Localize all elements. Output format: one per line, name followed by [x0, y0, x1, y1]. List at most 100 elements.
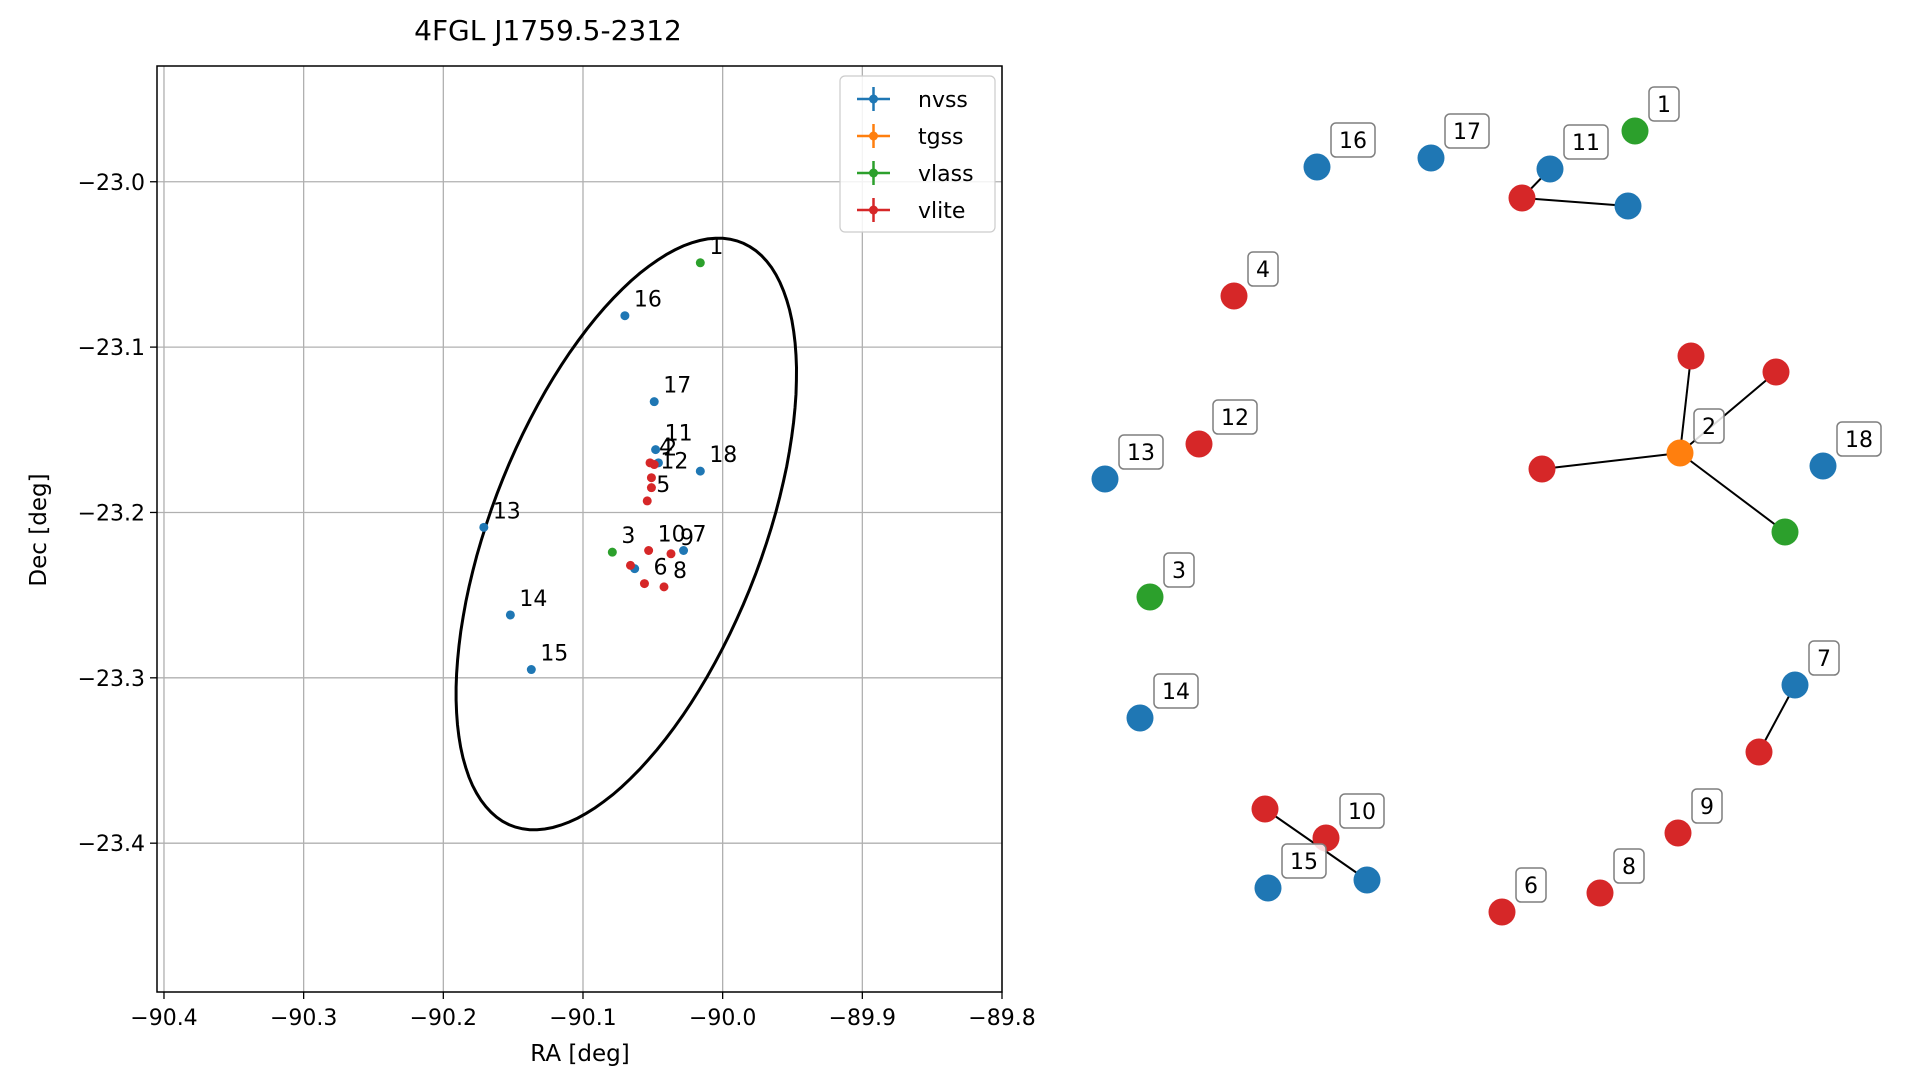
legend-marker-dot: [869, 131, 878, 141]
x-axis-title: RA [deg]: [530, 1041, 629, 1067]
scatter-plot: 4FGL J1759.5-2312 1617111813714151342125…: [26, 14, 1036, 1067]
node-label-text: 14: [1162, 680, 1190, 705]
graph-node-label: 15: [1281, 843, 1327, 879]
point-label: 7: [693, 522, 707, 547]
x-tick-label: −89.9: [829, 1006, 896, 1031]
legend-label: nvss: [918, 88, 968, 113]
graph-node: [1488, 898, 1516, 926]
graph-node: [1254, 874, 1282, 902]
graph-node: [1621, 117, 1649, 145]
node-label-box: [1330, 122, 1376, 158]
graph-node: [1614, 192, 1642, 220]
node-label-text: 10: [1348, 800, 1376, 825]
graph-node-label: 11: [1563, 124, 1609, 160]
vlite-point: [625, 560, 635, 570]
nvss-point: [679, 545, 689, 555]
graph-node: [1781, 671, 1809, 699]
node-label-text: 17: [1453, 120, 1481, 145]
y-axis-ticks: −23.0 −23.1 −23.2 −23.3 −23.4: [78, 171, 157, 857]
graph-node: [1303, 153, 1331, 181]
legend-item-vlite: vlite: [857, 198, 965, 224]
error-ellipse: [454, 236, 799, 832]
y-tick-label: −23.1: [78, 336, 145, 361]
node-label-text: 6: [1524, 874, 1538, 899]
graph-node-label: 2: [1693, 408, 1725, 444]
graph-node-label: 12: [1212, 399, 1258, 435]
point-label: 1: [709, 235, 723, 260]
node-label-text: 13: [1127, 441, 1155, 466]
node-label-text: 4: [1256, 258, 1270, 283]
graph-node: [1664, 819, 1692, 847]
x-tick-label: −89.8: [968, 1006, 1035, 1031]
graph-node: [1528, 455, 1556, 483]
graph-node: [1586, 879, 1614, 907]
point-label: 3: [621, 524, 635, 549]
point-label: 8: [673, 559, 687, 584]
point-label: 2: [663, 437, 677, 462]
y-tick-label: −23.0: [78, 171, 145, 196]
error-ellipse-layer: [454, 236, 799, 832]
graph-edges: [1264, 168, 1796, 881]
graph-node-label: 1: [1648, 86, 1680, 122]
vlass-point: [607, 547, 617, 557]
node-label-box: [1163, 552, 1195, 588]
point-label: 17: [663, 374, 691, 399]
node-label-box: [1613, 848, 1645, 884]
node-label-text: 2: [1702, 415, 1716, 440]
graph-node: [1136, 583, 1164, 611]
node-label-box: [1808, 640, 1840, 676]
graph-node-label: 17: [1444, 113, 1490, 149]
graph-edge: [1521, 197, 1629, 207]
graph-node: [1536, 155, 1564, 183]
graph-node: [1508, 184, 1536, 212]
node-label-box: [1515, 867, 1547, 903]
node-label-box: [1648, 86, 1680, 122]
point-label: 5: [656, 473, 670, 498]
point-label: 10: [658, 522, 686, 547]
point-label: 15: [540, 642, 568, 667]
x-tick-label: −90.2: [410, 1006, 477, 1031]
node-label-box: [1247, 251, 1279, 287]
graph-node-label: 9: [1691, 788, 1723, 824]
node-label-box: [1836, 421, 1882, 457]
node-label-box: [1212, 399, 1258, 435]
nvss-point: [526, 665, 536, 675]
point-label: 4: [659, 435, 673, 460]
legend-item-vlass: vlass: [857, 161, 974, 187]
graph-node-label: 18: [1836, 421, 1882, 457]
graph-node: [1220, 282, 1248, 310]
node-label-box: [1693, 408, 1725, 444]
graph-edge: [1679, 355, 1692, 454]
x-tick-label: −90.3: [270, 1006, 337, 1031]
graph-node-label: 8: [1613, 848, 1645, 884]
graph-edge: [1541, 452, 1681, 470]
graph-node: [1417, 144, 1445, 172]
node-label-text: 18: [1845, 428, 1873, 453]
point-label: 13: [493, 499, 521, 524]
graph-node: [1762, 358, 1790, 386]
y-tick-label: −23.3: [78, 667, 145, 692]
node-label-box: [1444, 113, 1490, 149]
graph-node: [1809, 452, 1837, 480]
vlite-point: [646, 483, 656, 493]
y-tick-label: −23.4: [78, 832, 145, 857]
nvss-point: [651, 445, 661, 455]
graph-node-label: 14: [1153, 673, 1199, 709]
y-tick-label: −23.2: [78, 501, 145, 526]
point-label: 18: [709, 443, 737, 468]
point-label: 16: [634, 288, 662, 313]
y-axis-title: Dec [deg]: [26, 473, 52, 586]
vlite-point: [649, 460, 659, 470]
vlite-point: [644, 545, 654, 555]
graph-node: [1666, 439, 1694, 467]
graph-node-label: 3: [1163, 552, 1195, 588]
graph-node: [1353, 866, 1381, 894]
node-label-text: 12: [1221, 406, 1249, 431]
graph-nodes: [1091, 117, 1837, 926]
point-label: 12: [660, 450, 688, 475]
graph-node-label: 6: [1515, 867, 1547, 903]
point-label: 11: [665, 422, 693, 447]
legend-marker-dot: [869, 168, 878, 178]
legend-label: vlite: [918, 199, 965, 224]
